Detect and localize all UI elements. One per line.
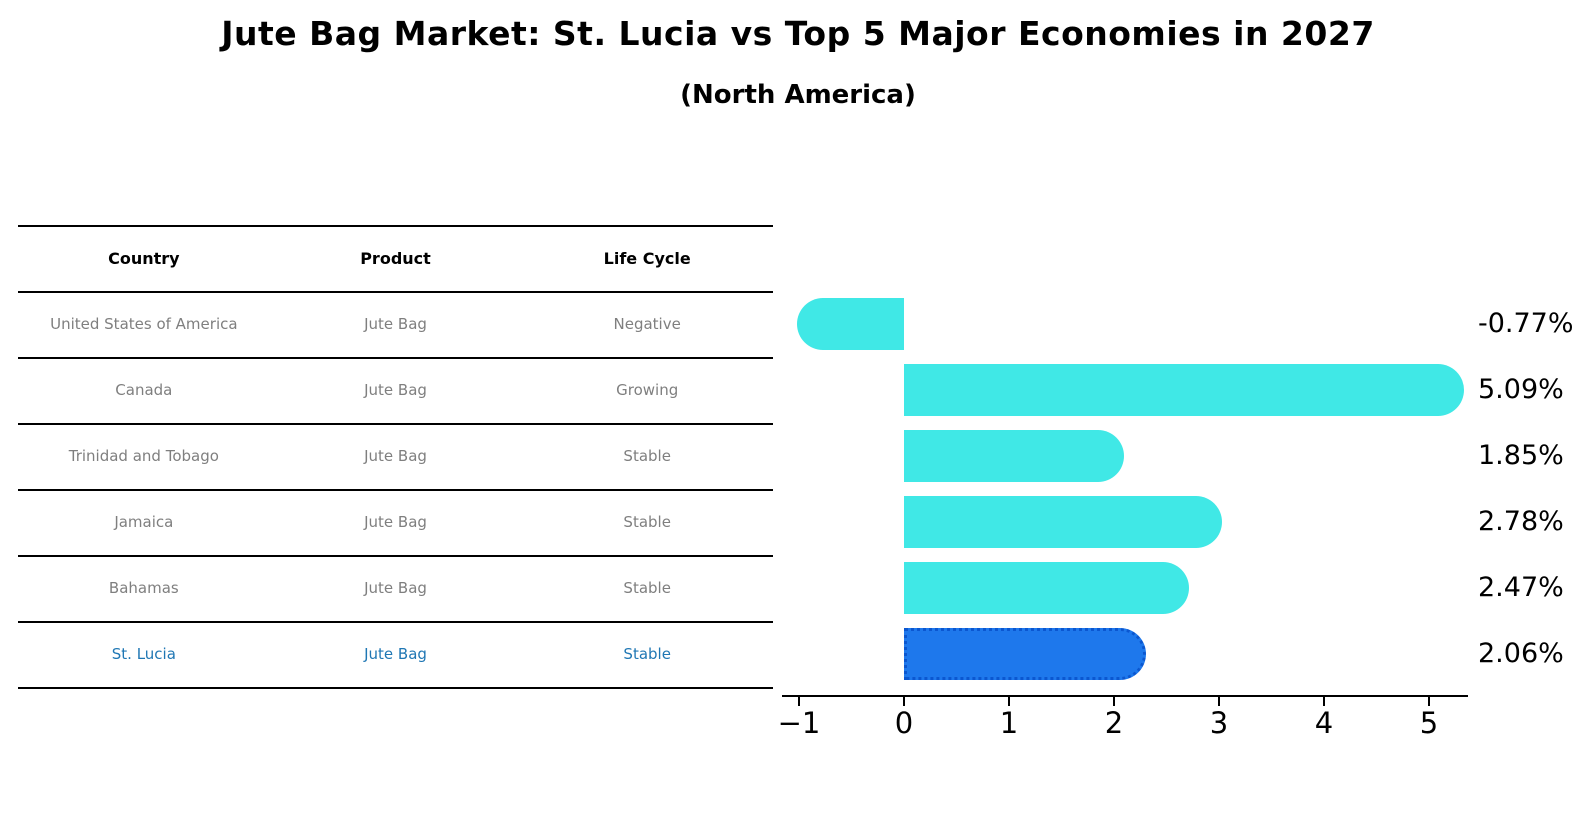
cell-product: Jute Bag [364, 513, 427, 531]
bar-bahamas [904, 562, 1190, 614]
table-row: Trinidad and Tobago Jute Bag Stable [18, 423, 773, 489]
table-rule [18, 555, 773, 557]
cell-product: Product [360, 248, 431, 268]
x-axis-tick-label: 5 [1419, 706, 1439, 740]
cell-product: Jute Bag [364, 447, 427, 465]
value-label: 5.09% [1478, 374, 1564, 405]
bar-jamaica [904, 496, 1222, 548]
cell-product: Jute Bag [364, 645, 427, 663]
value-label: 1.85% [1478, 440, 1564, 471]
value-label: 2.78% [1478, 506, 1564, 537]
table-rule [18, 423, 773, 425]
cell-country: United States of America [50, 315, 238, 333]
value-label: 2.06% [1478, 638, 1564, 669]
table-row: Jamaica Jute Bag Stable [18, 489, 773, 555]
table-row: United States of America Jute Bag Negati… [18, 291, 773, 357]
cell-product: Jute Bag [364, 315, 427, 333]
cell-country: Canada [115, 381, 173, 399]
x-axis-line [782, 695, 1468, 697]
bar-trinidad-and-tobago [904, 430, 1125, 482]
x-axis-tick [1218, 695, 1220, 706]
x-axis-tick [1428, 695, 1430, 706]
x-axis-tick [1113, 695, 1115, 706]
cell-country: Trinidad and Tobago [68, 447, 219, 465]
cell-life-cycle: Stable [623, 447, 671, 465]
table-rule [18, 357, 773, 359]
table-rule [18, 621, 773, 623]
x-axis-tick-label: 3 [1209, 706, 1229, 740]
value-label: 2.47% [1478, 572, 1564, 603]
cell-life-cycle: Stable [623, 645, 671, 663]
cell-life-cycle: Stable [623, 579, 671, 597]
cell-life-cycle: Growing [616, 381, 679, 399]
x-axis-tick [1008, 695, 1010, 706]
bar-canada [904, 364, 1465, 416]
cell-product: Jute Bag [364, 579, 427, 597]
cell-country: Jamaica [114, 513, 174, 531]
value-label: -0.77% [1478, 308, 1574, 339]
x-axis-tick-label: 1 [999, 706, 1019, 740]
cell-life-cycle: Life Cycle [603, 248, 691, 268]
table-rule [18, 291, 773, 293]
table-row: Canada Jute Bag Growing [18, 357, 773, 423]
cell-product: Jute Bag [364, 381, 427, 399]
table-rule [18, 225, 773, 227]
x-axis-tick [798, 695, 800, 706]
bar-united-states-of-america [797, 298, 904, 350]
chart-subtitle: (North America) [680, 80, 916, 110]
x-axis-tick [1323, 695, 1325, 706]
table-rule [18, 687, 773, 689]
cell-country: St. Lucia [111, 645, 176, 663]
cell-country: Country [108, 248, 180, 268]
cell-life-cycle: Stable [623, 513, 671, 531]
bar-st-lucia [904, 628, 1147, 680]
x-axis-tick-label: 2 [1104, 706, 1124, 740]
cell-country: Bahamas [108, 579, 179, 597]
x-axis-tick-label: 0 [894, 706, 914, 740]
x-axis-tick-label: −1 [777, 706, 821, 740]
x-axis-tick-label: 4 [1314, 706, 1334, 740]
table-row-highlight: St. Lucia Jute Bag Stable [18, 621, 773, 687]
table-rule [18, 489, 773, 491]
chart-title: Jute Bag Market: St. Lucia vs Top 5 Majo… [221, 14, 1375, 53]
cell-life-cycle: Negative [613, 315, 681, 333]
table-header-row: Country Product Life Cycle [18, 225, 773, 291]
table-row: Bahamas Jute Bag Stable [18, 555, 773, 621]
x-axis-tick [903, 695, 905, 706]
